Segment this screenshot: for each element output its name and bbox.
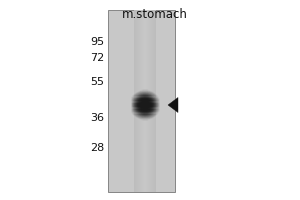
Bar <box>146 10 147 192</box>
Bar <box>154 10 155 192</box>
Bar <box>150 10 151 192</box>
Bar <box>152 10 153 192</box>
Bar <box>135 10 136 192</box>
Text: 36: 36 <box>90 113 104 123</box>
Bar <box>143 10 144 192</box>
Bar <box>136 10 137 192</box>
Text: m.stomach: m.stomach <box>122 8 188 21</box>
Bar <box>138 10 139 192</box>
Bar <box>139 10 140 192</box>
Bar <box>148 10 149 192</box>
Bar <box>140 10 141 192</box>
Bar <box>134 10 135 192</box>
Text: 55: 55 <box>90 77 104 87</box>
Bar <box>145 10 146 192</box>
Bar <box>144 10 145 192</box>
Text: 72: 72 <box>90 53 104 63</box>
Bar <box>147 10 148 192</box>
Bar <box>153 10 154 192</box>
Bar <box>155 10 156 192</box>
Bar <box>151 10 152 192</box>
Text: 95: 95 <box>90 37 104 47</box>
Bar <box>137 10 138 192</box>
Bar <box>142 10 143 192</box>
Bar <box>108 10 175 192</box>
Bar <box>149 10 150 192</box>
Bar <box>141 10 142 192</box>
Text: 28: 28 <box>90 143 104 153</box>
Polygon shape <box>168 98 178 112</box>
